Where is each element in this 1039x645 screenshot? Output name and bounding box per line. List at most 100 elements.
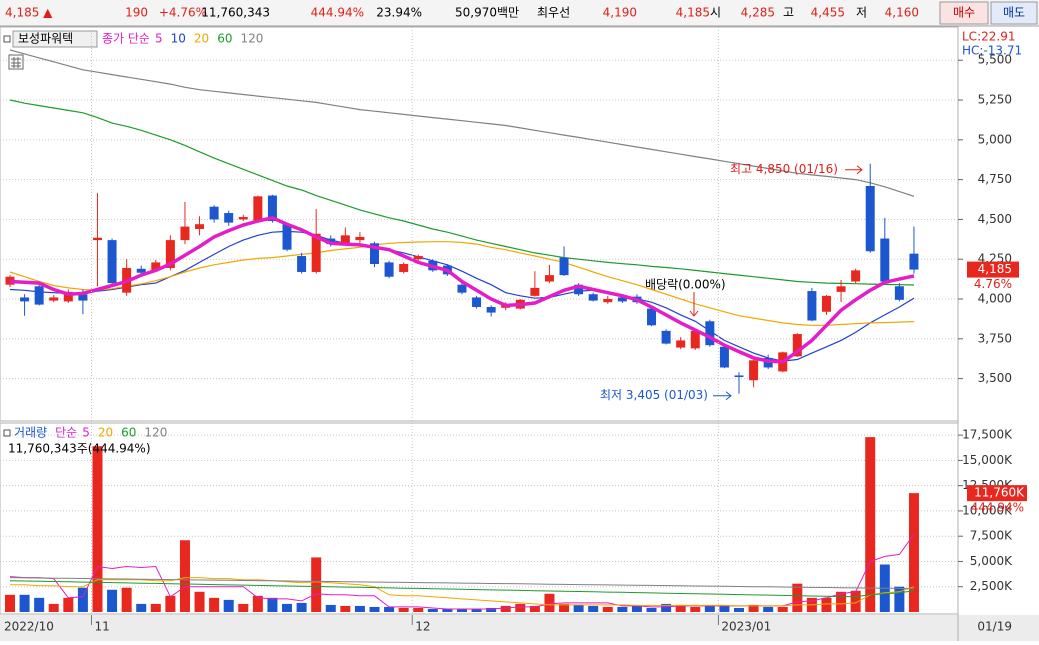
- candle-body: [836, 286, 846, 292]
- dividend-annotation: 배당락(0.00%): [645, 278, 726, 292]
- x-axis-bar: [0, 615, 1039, 641]
- volume-bar: [573, 604, 584, 612]
- volume-summary: 11,760,343주(444.94%): [8, 442, 151, 456]
- y-tick-label: 3,750: [978, 331, 1012, 345]
- x-tick-label: 11: [94, 620, 109, 634]
- volume-bar: [427, 608, 438, 612]
- volume-bar: [34, 597, 45, 612]
- candle-body: [661, 330, 671, 344]
- candle-body: [486, 306, 496, 313]
- panel-marker: [3, 429, 11, 437]
- header-field: 저: [856, 6, 867, 20]
- candle-body: [399, 264, 409, 272]
- y-tick-label: 3,500: [978, 371, 1012, 385]
- candle-body: [676, 340, 686, 348]
- legend-label: 종가 단순: [102, 32, 150, 46]
- volume-bar: [471, 608, 482, 612]
- volume-bar: [354, 605, 365, 612]
- symbol-name: 보성파워텍: [18, 32, 73, 46]
- change-tag: 4.76%: [974, 277, 1012, 291]
- candle-body: [909, 253, 919, 270]
- header-field: 고: [783, 6, 794, 20]
- volume-bar: [675, 604, 686, 612]
- volume-bar: [194, 591, 205, 612]
- legend-entry: 60: [121, 426, 136, 440]
- volume-bar: [646, 607, 657, 612]
- volume-bar: [77, 587, 88, 612]
- volume-bar: [515, 603, 526, 612]
- candle-body: [647, 308, 657, 326]
- volume-bar: [908, 493, 919, 612]
- moving-average-line: [9, 577, 915, 590]
- x-tick-label: 12: [415, 620, 430, 634]
- y-tick-label: 5,000: [978, 132, 1012, 146]
- candle-body: [705, 321, 715, 346]
- volume-bar: [456, 608, 467, 612]
- candle-body: [92, 237, 102, 241]
- volume-bar: [223, 599, 234, 612]
- candle-body: [20, 297, 30, 302]
- header-field: 4,185: [676, 6, 710, 20]
- volume-bar: [704, 605, 715, 612]
- price-tag: 4,185: [978, 262, 1012, 276]
- y-tick-label: 5,500: [978, 53, 1012, 67]
- volume-bar: [894, 586, 905, 612]
- low-annotation: 최저 3,405 (01/03): [600, 388, 708, 402]
- volume-bar: [690, 606, 701, 612]
- y-tick-label: 17,500K: [962, 428, 1013, 442]
- volume-bar: [865, 437, 876, 612]
- candle-body: [5, 276, 15, 285]
- buy-button[interactable]: [939, 1, 989, 25]
- candle-body: [792, 334, 802, 357]
- y-tick-label: 4,500: [978, 212, 1012, 226]
- volume-bar: [136, 603, 147, 612]
- sell-button[interactable]: [990, 1, 1038, 25]
- candle-body: [107, 240, 117, 284]
- candle-body: [749, 360, 759, 381]
- y-tick-label: 5,000K: [970, 554, 1013, 568]
- volume-bar: [252, 595, 263, 612]
- volume-bar: [325, 604, 336, 612]
- y-tick-label: 5,250: [978, 93, 1012, 107]
- legend-entry: 120: [240, 32, 263, 46]
- candle-body: [136, 268, 146, 273]
- volume-bar: [486, 607, 497, 612]
- candle-body: [282, 224, 292, 250]
- candle-body: [370, 243, 379, 264]
- candle-body: [311, 233, 321, 272]
- legend-entry: 5: [82, 426, 90, 440]
- candle-body: [165, 240, 175, 268]
- volume-bar: [369, 606, 380, 612]
- volume-bar: [442, 608, 453, 612]
- candle-body: [238, 217, 248, 220]
- volume-bar: [48, 603, 59, 612]
- header-field: 4,185 ▲: [5, 6, 53, 20]
- candle-body: [297, 256, 307, 272]
- volume-bar: [850, 590, 861, 612]
- sell-label[interactable]: 매도: [1003, 6, 1025, 20]
- legend-entry: 20: [98, 426, 113, 440]
- candle-body: [326, 238, 336, 245]
- high-arrow: [845, 165, 863, 175]
- volume-bar: [602, 606, 613, 612]
- buy-label[interactable]: 매수: [953, 6, 975, 20]
- candle-body: [63, 291, 73, 302]
- volume-bar: [63, 597, 74, 612]
- volume-panel: [0, 422, 959, 615]
- grid-icon-lines: [11, 57, 21, 68]
- symbol-box[interactable]: [12, 30, 98, 48]
- volume-bar: [763, 606, 774, 612]
- candle-body: [457, 284, 467, 293]
- header-field: 4,455: [811, 6, 845, 20]
- grid-icon[interactable]: [8, 54, 24, 70]
- candle-body: [719, 346, 729, 368]
- candle-body: [34, 286, 44, 305]
- last-date: 01/19: [977, 620, 1012, 634]
- high-annotation: 최고 4,850 (01/16): [730, 162, 838, 176]
- candle-body: [530, 287, 540, 296]
- volume-bar: [413, 607, 424, 612]
- candle-body: [340, 235, 350, 245]
- candle-body: [603, 299, 613, 303]
